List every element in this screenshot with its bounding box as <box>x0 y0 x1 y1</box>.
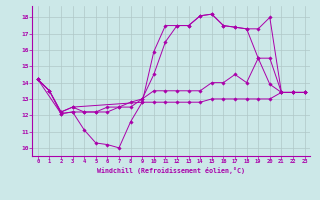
X-axis label: Windchill (Refroidissement éolien,°C): Windchill (Refroidissement éolien,°C) <box>97 167 245 174</box>
